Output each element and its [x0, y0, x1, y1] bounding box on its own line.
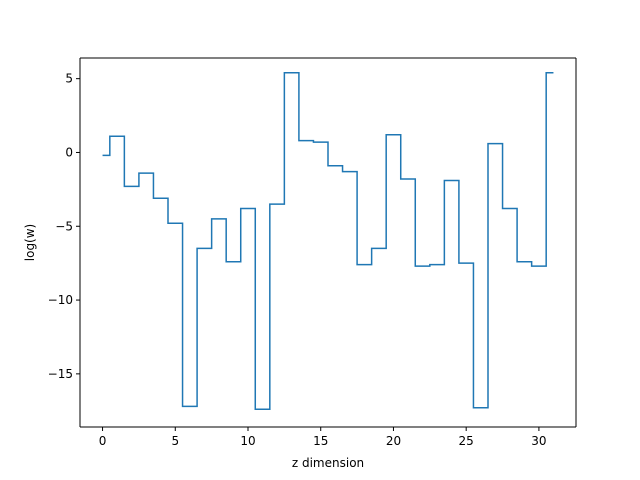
x-tick-label: 30 — [531, 434, 546, 448]
series-line — [102, 72, 554, 411]
x-axis-label: z dimension — [292, 456, 364, 470]
x-tick-label: 10 — [240, 434, 255, 448]
y-tick-label: −10 — [48, 293, 73, 307]
x-axis-ticks: 0 5 10 15 20 25 30 — [99, 427, 547, 448]
x-tick-label: 15 — [313, 434, 328, 448]
y-tick-label: 0 — [65, 145, 73, 159]
y-tick-label: −15 — [48, 367, 73, 381]
axes-frame — [79, 57, 577, 428]
plot-area — [80, 58, 576, 427]
x-tick-label: 25 — [459, 434, 474, 448]
x-tick-label: 0 — [99, 434, 107, 448]
x-tick-label: 20 — [386, 434, 401, 448]
y-axis-ticks: 5 0 −5 −10 −15 — [48, 72, 80, 381]
series-group — [102, 72, 554, 411]
y-tick-label: −5 — [55, 219, 73, 233]
y-axis-label: log(w) — [23, 224, 37, 261]
y-tick-label: 5 — [65, 72, 73, 86]
x-tick-label: 5 — [171, 434, 179, 448]
